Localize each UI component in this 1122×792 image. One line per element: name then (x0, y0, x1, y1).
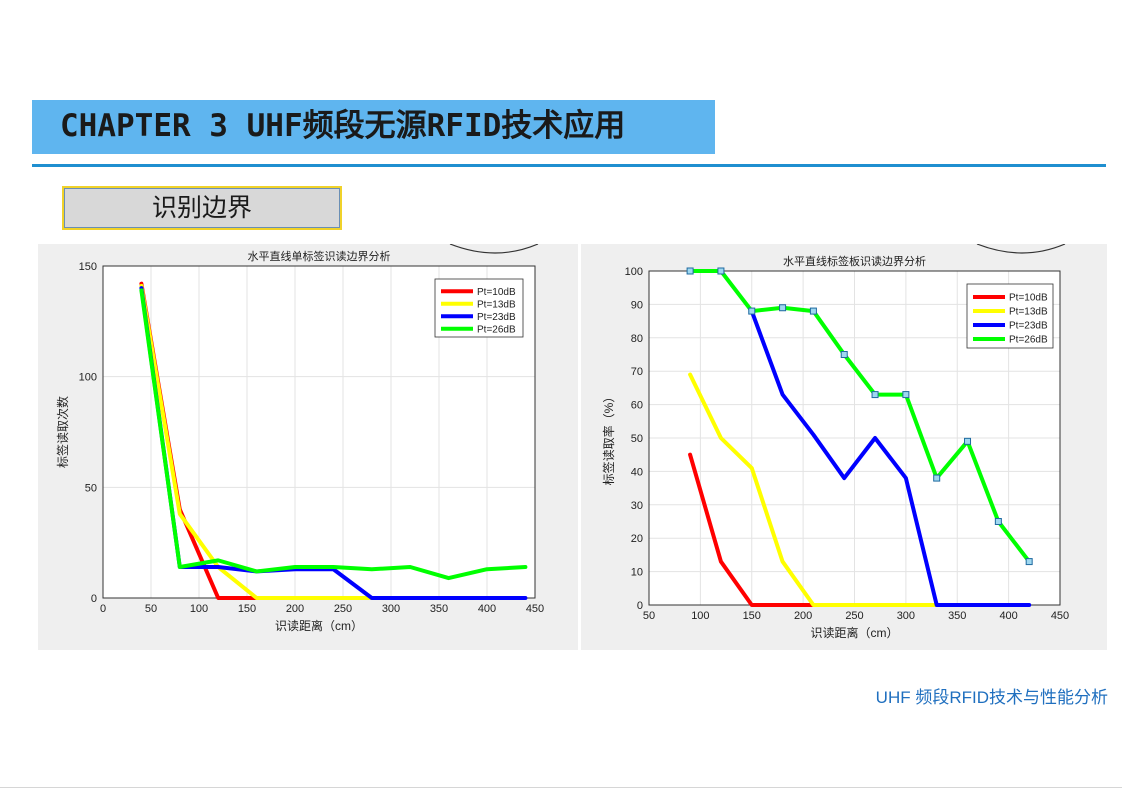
footer-divider (0, 787, 1122, 788)
x-axis-label: 识读距离（cm） (275, 618, 363, 633)
chapter-divider (32, 164, 1106, 167)
section-label: 识别边界 (151, 193, 252, 222)
data-point (933, 474, 941, 482)
y-tick-label: 50 (631, 433, 643, 445)
legend-label: Pt=26dB (477, 324, 516, 335)
x-tick-label: 200 (286, 603, 304, 615)
series-line-Pt=23dB (749, 309, 1032, 607)
x-tick-label: 150 (238, 603, 256, 615)
data-point (809, 307, 817, 315)
chart-title: 水平直线标签板识读边界分析 (783, 254, 926, 268)
x-tick-label: 100 (691, 610, 709, 622)
y-tick-label: 90 (631, 299, 643, 311)
chapter-header-bar (32, 100, 715, 154)
x-tick-label: 150 (743, 610, 761, 622)
x-tick-label: 300 (897, 610, 915, 622)
series-line-Pt=10dB (688, 452, 816, 607)
data-point (779, 304, 787, 312)
chart-tag-board: 50 100 150 200 250 300 350 400 450 0 10 20 30 40 50 60 7… (601, 243, 1069, 640)
chart-panel-right: 50 100 150 200 250 300 350 400 450 0 10 20 30 40 50 60 7… (581, 243, 1107, 650)
data-point (717, 267, 725, 275)
chart-panel-left: 0 50 100 150 200 250 300 350 400 450 0 50 100 150 水平直线… (38, 243, 578, 650)
x-axis-label: 识读距离（cm） (811, 625, 899, 640)
x-tick-label: 100 (190, 603, 208, 615)
x-tick-label: 50 (643, 610, 655, 622)
data-point (686, 267, 694, 275)
data-point (871, 391, 879, 399)
series-line-Pt=26dB (688, 269, 1032, 564)
decorative-arc (449, 243, 539, 254)
footer-caption: UHF 频段RFID技术与性能分析 (875, 688, 1108, 707)
y-tick-label: 100 (625, 266, 643, 278)
legend-label: Pt=13dB (1009, 307, 1048, 318)
y-tick-label: 10 (631, 567, 643, 579)
legend-label: Pt=10dB (477, 287, 516, 298)
data-point (902, 391, 910, 399)
series-line-Pt=26dB (139, 288, 528, 581)
x-tick-label: 350 (948, 610, 966, 622)
y-tick-label: 70 (631, 366, 643, 378)
x-tick-label: 400 (478, 603, 496, 615)
x-tick-label: 0 (100, 603, 106, 615)
section-label-box: 识别边界 (62, 186, 342, 230)
data-point (994, 518, 1002, 525)
y-tick-label: 80 (631, 333, 643, 345)
legend-label: Pt=23dB (1009, 321, 1048, 332)
x-tick-label: 200 (794, 610, 812, 622)
x-tick-label: 300 (382, 603, 400, 615)
x-tick-label: 250 (334, 603, 352, 615)
y-tick-label: 30 (631, 500, 643, 512)
series-line-Pt=23dB (139, 286, 528, 600)
x-tick-label: 50 (145, 603, 157, 615)
legend-label: Pt=13dB (477, 299, 516, 310)
y-tick-label: 0 (637, 600, 643, 612)
data-point (1025, 558, 1033, 566)
y-tick-label: 0 (91, 593, 97, 605)
x-tick-label: 450 (1051, 610, 1069, 622)
x-tick-label: 250 (845, 610, 863, 622)
legend-label: Pt=23dB (477, 312, 516, 323)
chapter-title: CHAPTER 3 UHF频段无源RFID技术应用 (60, 108, 626, 144)
decorative-arc (976, 243, 1066, 254)
y-tick-label: 40 (631, 466, 643, 478)
y-tick-label: 20 (631, 533, 643, 545)
legend-label: Pt=26dB (1009, 335, 1048, 346)
chart-title: 水平直线单标签识读边界分析 (248, 249, 391, 263)
y-tick-label: 50 (85, 482, 97, 494)
x-tick-label: 400 (999, 610, 1017, 622)
x-tick-label: 450 (526, 603, 544, 615)
x-tick-label: 350 (430, 603, 448, 615)
y-tick-label: 150 (79, 261, 97, 273)
series-line-Pt=13dB (688, 372, 939, 607)
chart-single-tag: 0 50 100 150 200 250 300 350 400 450 0 50 100 150 水平直线… (55, 243, 544, 633)
y-axis-label: 标签读取次数 (55, 396, 70, 468)
series-line-Pt=13dB (139, 283, 374, 600)
data-point (748, 307, 756, 315)
data-point (840, 351, 848, 358)
data-point (964, 437, 972, 445)
y-axis-label: 标签读取率（%） (601, 391, 616, 486)
y-tick-label: 60 (631, 400, 643, 412)
legend-label: Pt=10dB (1009, 293, 1048, 304)
y-tick-label: 100 (79, 372, 97, 384)
